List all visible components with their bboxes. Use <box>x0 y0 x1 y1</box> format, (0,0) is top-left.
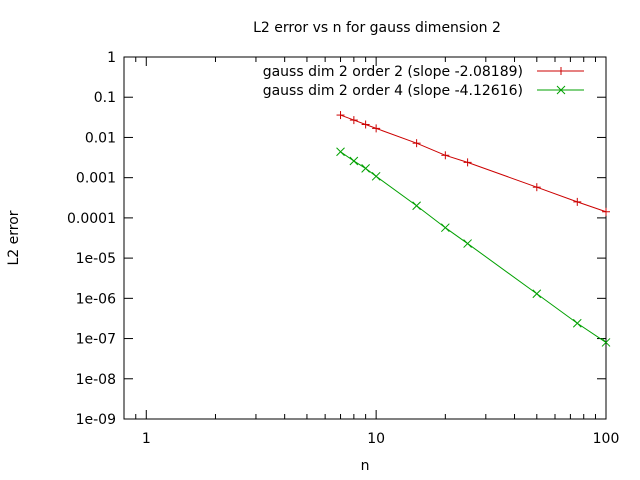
legend: gauss dim 2 order 2 (slope -2.08189) gaus… <box>263 64 584 99</box>
series-2-point <box>361 164 370 173</box>
series-2-point <box>572 318 582 328</box>
y-tick-label: 0.1 <box>94 90 116 106</box>
series-1-point <box>349 116 358 125</box>
series-1-point <box>336 111 345 120</box>
legend-marker <box>556 85 566 95</box>
series-line-1 <box>340 114 607 213</box>
series-2-point <box>532 289 542 299</box>
series-2-point <box>601 338 611 347</box>
y-axis-label: L2 error <box>6 210 22 265</box>
y-tick-label: 0.001 <box>76 171 116 187</box>
series-2-point <box>412 201 421 211</box>
legend-label: gauss dim 2 order 4 (slope -4.12616) <box>263 83 523 99</box>
y-tick-label: 1e-07 <box>76 332 116 348</box>
series-1-point <box>573 197 582 206</box>
chart-title: L2 error vs n for gauss dimension 2 <box>253 20 501 36</box>
series-2-point <box>336 147 345 157</box>
series-2-point <box>349 156 359 166</box>
series-1-point <box>602 207 610 216</box>
series-1-point <box>532 183 541 192</box>
y-tick-label: 1e-09 <box>76 412 116 428</box>
y-tick-label: 1e-06 <box>76 291 116 307</box>
x-tick-label: 100 <box>593 431 620 447</box>
y-tick-label: 0.01 <box>85 130 116 146</box>
x-tick-label: 1 <box>142 431 151 447</box>
y-tick-label: 1 <box>107 50 116 66</box>
series-1-point <box>441 151 450 160</box>
series-layer <box>336 111 611 347</box>
y-tick-label: 1e-08 <box>76 372 116 388</box>
series-1-point <box>372 124 381 133</box>
axis-ticks: 1 0.1 0.01 0.001 0.0001 1e-05 1e-06 1e-07 1e-08 1… <box>67 50 619 447</box>
x-axis-label: n <box>361 458 370 474</box>
series-1-point <box>412 139 421 148</box>
series-line-2 <box>340 151 607 343</box>
series-2-point <box>440 223 450 233</box>
series-2-point <box>463 239 472 248</box>
legend-label: gauss dim 2 order 2 (slope -2.08189) <box>263 64 523 80</box>
series-1-point <box>361 120 370 129</box>
legend-marker <box>557 67 565 75</box>
series-2-point <box>371 171 381 181</box>
y-tick-label: 0.0001 <box>67 211 116 227</box>
y-tick-label: 1e-05 <box>76 251 116 267</box>
series-1-point <box>463 158 472 167</box>
plot-frame <box>123 56 607 420</box>
x-tick-label: 10 <box>367 431 385 447</box>
